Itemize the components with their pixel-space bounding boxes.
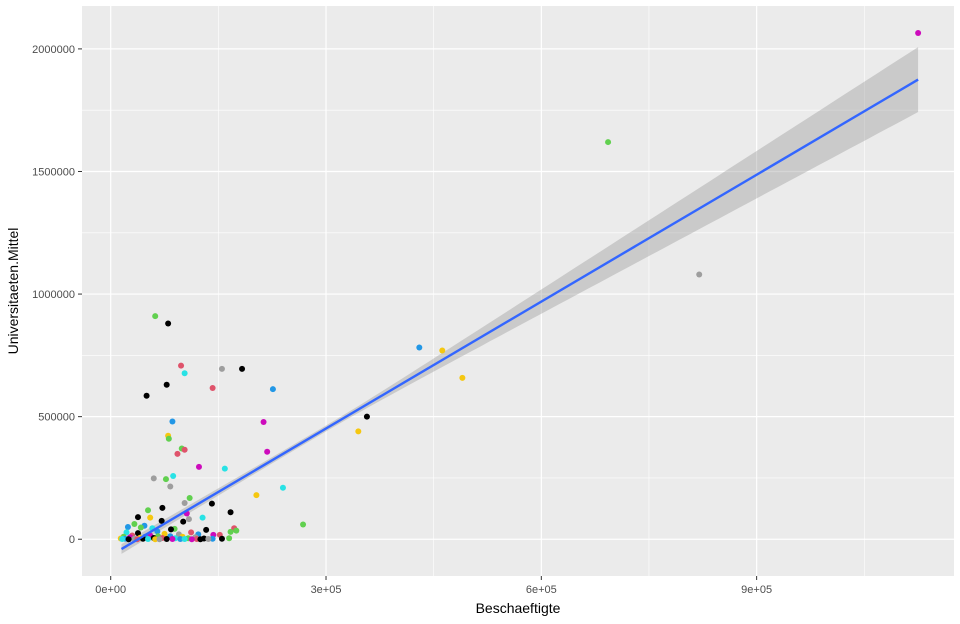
- data-point: [123, 529, 130, 536]
- data-point: [152, 536, 159, 543]
- data-point: [363, 413, 370, 420]
- major-grid: [82, 6, 954, 576]
- y-tick-label: 2000000: [32, 44, 75, 56]
- data-point: [181, 499, 188, 506]
- data-point: [134, 514, 141, 521]
- data-point: [163, 381, 170, 388]
- data-point: [188, 529, 195, 536]
- data-point: [169, 535, 176, 542]
- data-point: [134, 530, 141, 537]
- y-tick-label: 500000: [38, 412, 75, 424]
- data-point: [226, 535, 233, 542]
- data-point: [260, 419, 267, 426]
- data-point: [174, 450, 181, 457]
- data-point: [355, 428, 362, 435]
- y-axis-ticks: 0 500000 1000000 1500000 2000000: [32, 44, 82, 546]
- data-point: [177, 535, 184, 542]
- data-point: [188, 536, 195, 543]
- data-point: [181, 370, 188, 377]
- data-point: [459, 374, 466, 381]
- x-tick-label: 3e+05: [311, 584, 342, 596]
- data-point: [180, 518, 187, 525]
- regression-line: [120, 78, 919, 551]
- data-point: [145, 507, 152, 514]
- data-point: [218, 535, 225, 542]
- data-point: [162, 476, 169, 483]
- data-point: [221, 465, 228, 472]
- data-point: [131, 521, 138, 528]
- x-tick-label: 9e+05: [741, 584, 772, 596]
- data-point: [150, 475, 157, 482]
- data-point: [137, 524, 144, 531]
- x-axis-ticks: 0e+00 3e+05 6e+05 9e+05: [95, 576, 772, 596]
- data-point: [158, 517, 165, 524]
- data-point: [253, 492, 260, 499]
- data-point: [227, 528, 234, 535]
- data-point: [152, 313, 159, 320]
- data-point: [145, 535, 152, 542]
- data-point: [218, 365, 225, 372]
- data-point: [169, 418, 176, 425]
- data-point: [185, 516, 192, 523]
- data-point: [439, 347, 446, 354]
- data-point: [167, 526, 174, 533]
- data-point: [605, 139, 612, 146]
- data-point: [181, 446, 188, 453]
- data-point: [205, 535, 212, 542]
- data-point: [125, 536, 132, 543]
- data-point: [165, 320, 172, 327]
- data-point: [915, 29, 922, 36]
- data-point: [208, 500, 215, 507]
- y-tick-label: 0: [69, 534, 75, 546]
- y-tick-label: 1000000: [32, 289, 75, 301]
- data-point: [300, 521, 307, 528]
- data-point: [186, 495, 193, 502]
- plot-panel: [82, 6, 954, 576]
- data-point: [181, 535, 188, 542]
- minor-grid: [82, 6, 954, 576]
- y-tick-label: 1500000: [32, 166, 75, 178]
- y-axis-title: Universitaeten.Mittel: [5, 228, 21, 355]
- data-point: [269, 386, 276, 393]
- data-point: [195, 463, 202, 470]
- data-point: [209, 535, 216, 542]
- data-point: [203, 526, 210, 533]
- data-point: [170, 472, 177, 479]
- x-tick-label: 0e+00: [95, 584, 126, 596]
- data-point: [199, 514, 206, 521]
- data-point: [696, 271, 703, 278]
- x-axis-title: Beschaeftigte: [476, 600, 561, 616]
- data-point: [143, 392, 150, 399]
- x-tick-label: 6e+05: [526, 584, 557, 596]
- data-point: [239, 365, 246, 372]
- data-point: [197, 536, 204, 543]
- data-point: [124, 523, 131, 530]
- data-point: [279, 484, 286, 491]
- data-point: [159, 504, 166, 511]
- data-point: [178, 362, 185, 369]
- data-point: [156, 536, 163, 543]
- data-point: [119, 535, 126, 542]
- data-point: [165, 435, 172, 442]
- data-point: [233, 527, 240, 534]
- data-point: [163, 535, 170, 542]
- data-point: [416, 344, 423, 351]
- data-point: [167, 483, 174, 490]
- data-point: [227, 509, 234, 516]
- data-point: [147, 514, 154, 521]
- data-point: [264, 448, 271, 455]
- data-point: [209, 384, 216, 391]
- data-points: [117, 29, 922, 543]
